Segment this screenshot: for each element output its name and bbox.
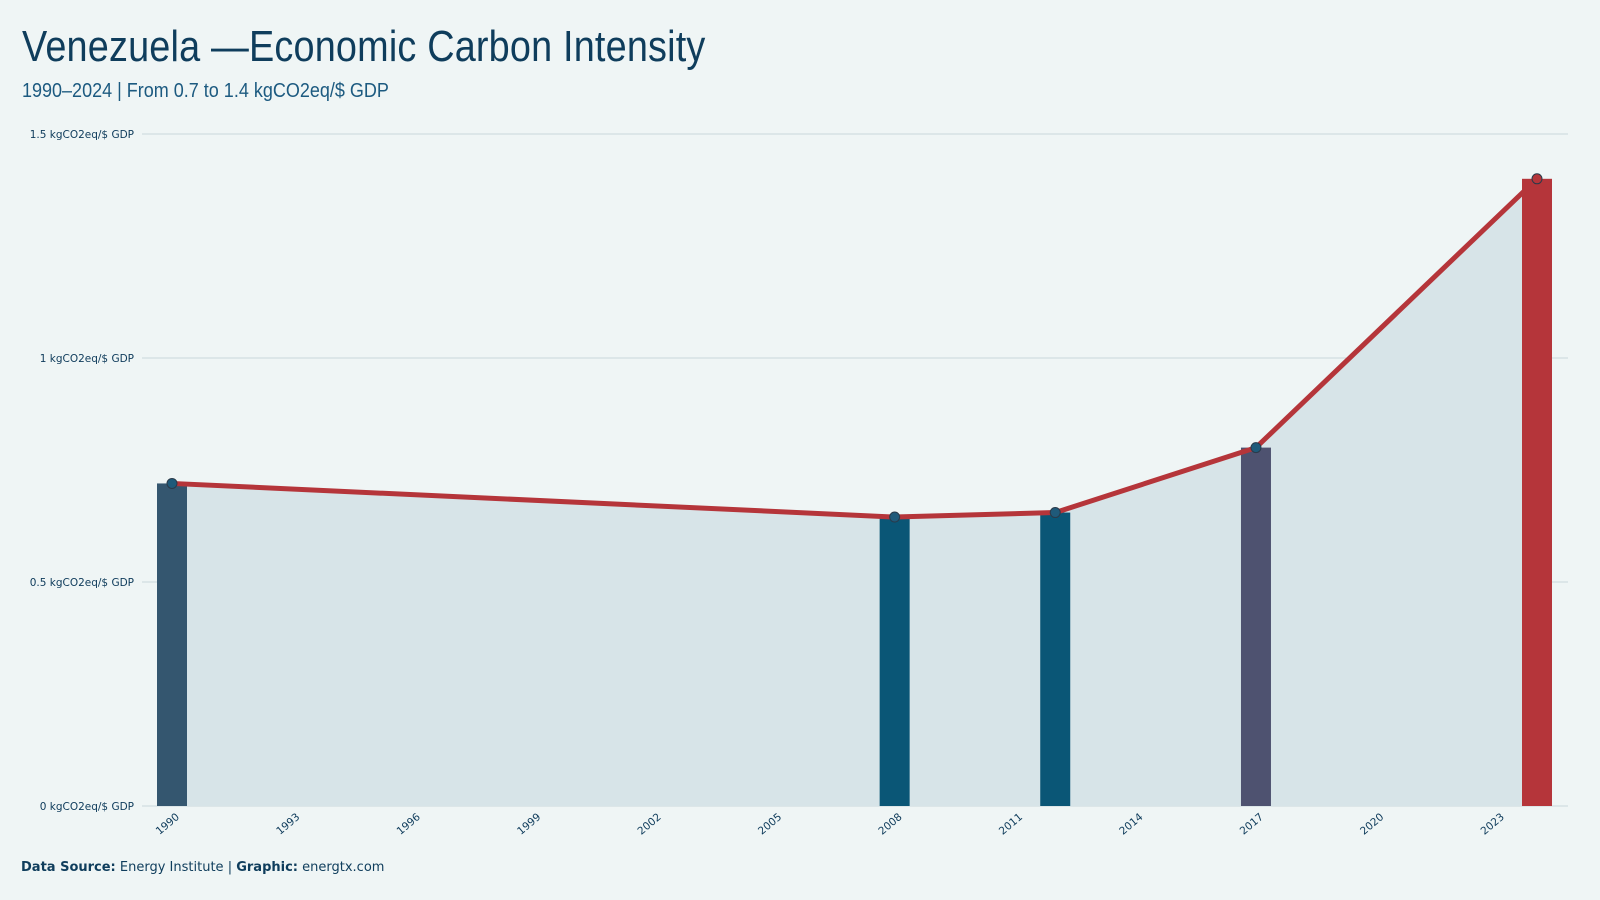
footer-separator: | [227,860,233,875]
y-tick-label: 0.5 kgCO2eq/$ GDP [30,577,134,589]
bar [157,483,187,806]
x-tick-label: 2008 [876,811,904,837]
data-point [1250,442,1262,454]
x-tick-label: 1993 [274,811,302,837]
x-tick-label: 1990 [154,811,182,837]
bar [879,517,910,806]
x-tick-label: 1999 [515,811,543,837]
x-tick-label: 2020 [1358,811,1386,837]
data-point [889,511,901,523]
x-tick-label: 1996 [395,811,423,838]
data-point [1531,173,1543,185]
data-point [166,477,178,489]
graphic-value: energtx.com [302,860,385,875]
x-tick-label: 2002 [635,811,663,837]
x-tick-label: 2023 [1479,811,1507,837]
bar [1240,447,1271,806]
graphic-label: Graphic: [236,860,298,875]
y-tick-label: 1.5 kgCO2eq/$ GDP [30,129,134,141]
chart-subtitle: 1990–2024 | From 0.7 to 1.4 kgCO2eq/$ GD… [22,80,389,102]
x-tick-label: 2014 [1117,811,1145,838]
x-tick-label: 2011 [997,811,1025,837]
bar [1040,512,1071,806]
area-fill [172,178,1537,807]
source-value: Energy Institute [119,860,224,875]
footer-credits: Data Source: Energy Institute | Graphic:… [21,860,384,875]
x-tick-label: 2017 [1238,811,1266,837]
x-tick-label: 2005 [756,811,784,837]
chart-title: Venezuela —Economic Carbon Intensity [22,22,706,71]
data-point [1049,507,1061,519]
source-label: Data Source: [21,860,116,875]
bar [1522,178,1552,807]
y-tick-label: 0 kgCO2eq/$ GDP [40,801,134,813]
y-tick-label: 1 kgCO2eq/$ GDP [40,353,134,365]
